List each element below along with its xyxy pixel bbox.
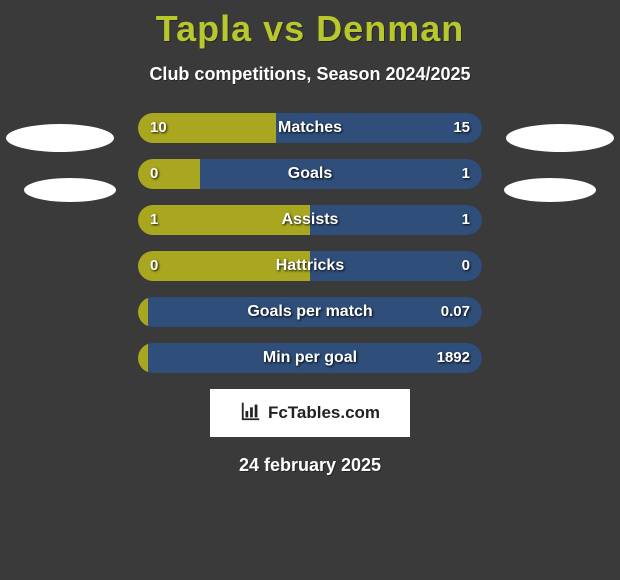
brand-text: FcTables.com <box>268 403 380 423</box>
stats-bars: Matches1015 Goals01 Assists11 Hattricks00 Go… <box>138 113 482 373</box>
stat-bar-right-fill <box>148 297 482 327</box>
chart-icon <box>240 400 262 427</box>
page-title: Tapla vs Denman <box>0 0 620 50</box>
stat-bar: Goals per match0.07 <box>138 297 482 327</box>
stat-bar-right-fill <box>310 251 482 281</box>
date-text: 24 february 2025 <box>0 455 620 476</box>
stat-bar-left-fill <box>138 113 276 143</box>
stat-bar-left-fill <box>138 159 200 189</box>
stat-bar-left-fill <box>138 251 310 281</box>
stat-bar: Hattricks00 <box>138 251 482 281</box>
stat-bar-right-fill <box>276 113 482 143</box>
avatar-left-2 <box>24 178 116 202</box>
stat-bar-left-fill <box>138 297 148 327</box>
stat-bar-left-fill <box>138 205 310 235</box>
stat-bar: Assists11 <box>138 205 482 235</box>
stat-bar: Min per goal1892 <box>138 343 482 373</box>
comparison-card: Tapla vs Denman Club competitions, Seaso… <box>0 0 620 580</box>
avatar-right-2 <box>504 178 596 202</box>
stat-bar: Goals01 <box>138 159 482 189</box>
avatar-right-1 <box>506 124 614 152</box>
avatar-left-1 <box>6 124 114 152</box>
stat-bar-left-fill <box>138 343 148 373</box>
stat-bar-right-fill <box>200 159 482 189</box>
brand-badge: FcTables.com <box>210 389 410 437</box>
stat-bar-right-fill <box>148 343 482 373</box>
stat-bar: Matches1015 <box>138 113 482 143</box>
subtitle: Club competitions, Season 2024/2025 <box>0 64 620 85</box>
stat-bar-right-fill <box>310 205 482 235</box>
